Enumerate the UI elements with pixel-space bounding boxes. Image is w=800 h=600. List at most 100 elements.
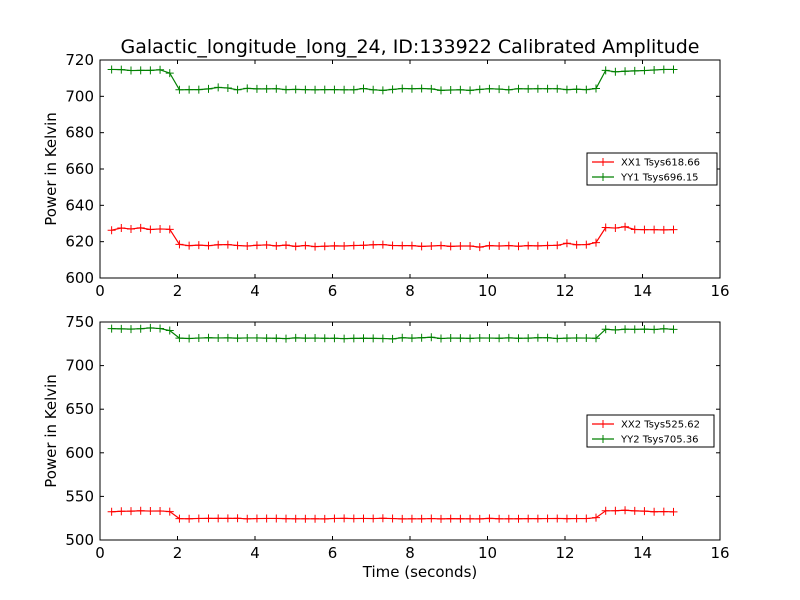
data-point [262, 240, 271, 249]
data-point [214, 83, 223, 92]
data-point [291, 242, 300, 251]
data-point [378, 514, 387, 523]
data-point [127, 224, 135, 233]
data-point [640, 66, 649, 75]
x-tick-label: 2 [173, 544, 183, 562]
data-point [214, 240, 223, 249]
data-point [572, 240, 581, 249]
data-point [427, 242, 436, 251]
data-point [407, 84, 416, 93]
x-tick-label: 4 [250, 544, 260, 562]
data-point [417, 242, 426, 251]
data-point [136, 506, 145, 515]
data-point [252, 84, 261, 93]
x-tick-label: 10 [478, 282, 497, 300]
legend-box [586, 414, 715, 448]
data-point [582, 514, 591, 523]
data-point [514, 242, 523, 251]
data-point [592, 513, 600, 522]
data-point [282, 85, 290, 94]
data-point [146, 66, 155, 75]
y-axis-label: Power in Kelvin [42, 112, 60, 226]
data-point [204, 514, 213, 523]
data-point [621, 67, 630, 76]
data-point [185, 334, 194, 343]
data-point [262, 84, 271, 93]
data-point [233, 334, 242, 343]
data-point [669, 225, 678, 234]
x-tick-label: 8 [405, 282, 415, 300]
data-point [630, 66, 639, 75]
x-tick-label: 12 [555, 282, 574, 300]
data-point [233, 514, 242, 523]
data-point [272, 241, 281, 250]
data-point [543, 333, 552, 342]
data-point [659, 65, 668, 74]
data-point [194, 85, 203, 94]
data-point [456, 242, 465, 251]
data-point [650, 507, 659, 516]
data-point [582, 240, 591, 249]
data-point [378, 86, 387, 95]
data-point [320, 85, 329, 94]
data-point [233, 85, 242, 94]
data-point [262, 514, 271, 523]
data-point [398, 241, 407, 250]
data-point [243, 242, 252, 251]
data-point [301, 85, 310, 94]
data-point [621, 325, 630, 334]
data-point [369, 85, 378, 94]
data-point [194, 334, 203, 343]
data-point [156, 506, 165, 515]
x-tick-label: 2 [173, 282, 183, 300]
data-point [533, 241, 542, 250]
data-point [136, 66, 145, 75]
data-point [252, 333, 261, 342]
data-point [495, 514, 504, 523]
data-point [446, 85, 455, 94]
legend: XX1 Tsys618.66 YY1 Tsys696.15 [586, 152, 718, 186]
data-point [533, 514, 542, 523]
data-point [495, 85, 504, 94]
data-point [223, 240, 232, 249]
data-point [340, 334, 349, 343]
data-point [252, 514, 261, 523]
data-point [282, 514, 290, 523]
data-point [301, 514, 310, 523]
data-point [233, 241, 242, 250]
data-point [272, 514, 281, 523]
data-point [611, 506, 620, 515]
data-point [669, 325, 678, 334]
data-point [378, 334, 387, 343]
data-point [252, 241, 261, 250]
data-point [553, 514, 562, 523]
data-point [485, 514, 494, 523]
x-tick-label: 16 [710, 544, 729, 562]
data-point [504, 333, 513, 342]
data-point [562, 334, 571, 343]
data-point [282, 241, 290, 250]
data-point [272, 334, 281, 343]
data-point [562, 85, 571, 94]
data-point [553, 334, 562, 343]
data-point [223, 83, 232, 92]
y-tick-label: 660 [65, 160, 94, 178]
data-point [107, 507, 116, 516]
data-point [117, 65, 126, 74]
data-point [621, 506, 630, 515]
data-point [582, 85, 591, 94]
x-tick-label: 4 [250, 282, 260, 300]
data-point [117, 507, 126, 516]
data-point [204, 333, 213, 342]
series-1-1 [107, 222, 678, 252]
y-tick-label: 640 [65, 196, 94, 214]
data-point [630, 225, 639, 234]
chart-title: Galactic_longitude_long_24, ID:133922 Ca… [121, 36, 700, 58]
data-point [446, 242, 455, 251]
data-point [572, 85, 581, 94]
x-tick-label: 10 [478, 544, 497, 562]
data-point [311, 242, 320, 251]
data-point [640, 325, 649, 334]
data-point [175, 514, 184, 523]
y-tick-label: 650 [65, 400, 94, 418]
